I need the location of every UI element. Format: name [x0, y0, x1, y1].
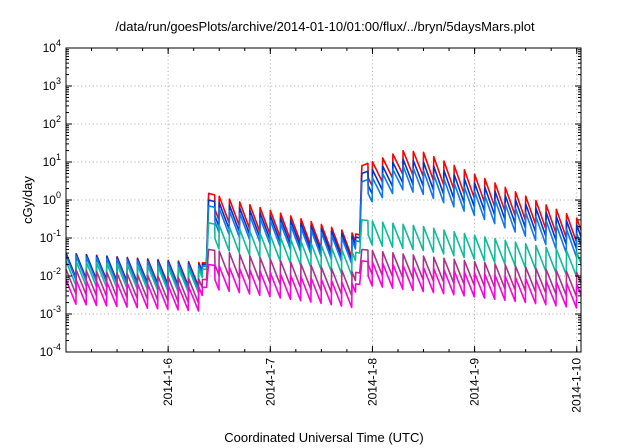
- series-line-6: [66, 260, 581, 312]
- y-tick-label: 102: [43, 114, 61, 131]
- series-layer: [66, 149, 581, 312]
- y-tick-label: 104: [43, 38, 61, 55]
- y-tick-label: 101: [43, 152, 61, 169]
- y-tick-label: 100: [43, 190, 61, 207]
- series-line-5: [66, 248, 581, 304]
- series-line-1: [66, 149, 581, 288]
- x-tick-labels: 2014-1-6 2014-1-7 2014-1-8 2014-1-9 2014-1-1…: [161, 358, 584, 413]
- x-tick-label: 2014-1-10: [570, 358, 584, 413]
- series-line-3: [66, 165, 581, 291]
- y-axis-label: cGy/day: [20, 176, 35, 224]
- grid: [66, 48, 581, 352]
- x-axis-label: Coordinated Universal Time (UTC): [224, 430, 423, 445]
- x-tick-label: 2014-1-9: [468, 358, 482, 406]
- x-tick-label: 2014-1-7: [263, 358, 277, 406]
- series-line-4: [66, 219, 581, 294]
- ticks: [65, 47, 581, 353]
- x-tick-label: 2014-1-8: [365, 358, 379, 406]
- y-tick-label: 103: [43, 76, 61, 93]
- x-tick-label: 2014-1-6: [161, 358, 175, 406]
- y-tick-label: 10-1: [40, 228, 61, 245]
- y-tick-label: 10-3: [40, 304, 61, 321]
- y-tick-labels: 10-4 10-3 10-2 10-1 100 101 102 103 104: [40, 38, 61, 359]
- y-tick-label: 10-2: [40, 266, 61, 283]
- y-tick-label: 10-4: [40, 342, 61, 359]
- chart-title: /data/run/goesPlots/archive/2014-01-10/0…: [115, 19, 535, 34]
